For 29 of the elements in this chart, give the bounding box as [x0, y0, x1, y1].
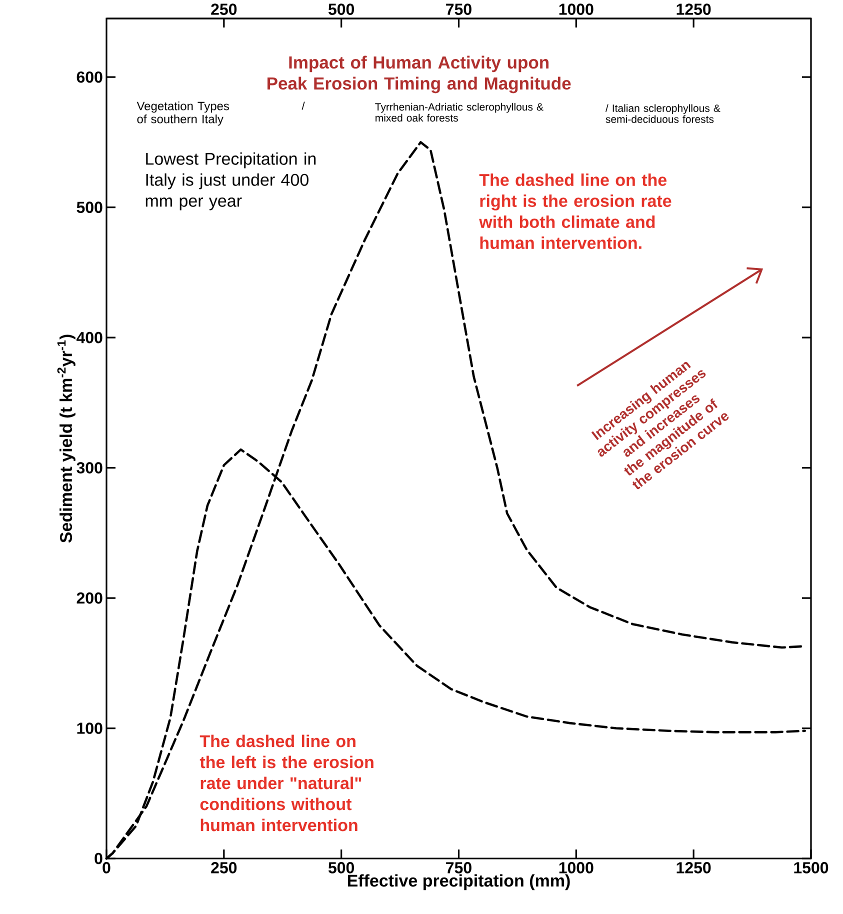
y-tick-label: 200 [76, 592, 102, 604]
annotation: / [302, 102, 305, 110]
y-tick-label: 500 [76, 202, 102, 213]
x-axis-title: Effective precipitation (mm) [348, 874, 570, 890]
x-tick-label: 1250 [676, 862, 711, 874]
x2-tick-label: 500 [328, 4, 354, 15]
y-tick-label: 100 [77, 722, 102, 734]
x2-tick-label: 250 [211, 4, 237, 15]
text: Impact of Human Activity upon Peak Erosion Timing and Magnitude [268, 56, 571, 94]
annotation: The dashed line on the right is the erosion rate with both climate and human intervention. [479, 174, 672, 249]
x2-tick-label: 1250 [676, 4, 711, 15]
x2-tick-label: 750 [446, 4, 472, 15]
x2-tick-label: 1000 [559, 4, 594, 15]
annotation: Tyrrhenian-Adriatic sclerophyllous & mixed oak forests [375, 102, 544, 122]
y-tick-label: 600 [76, 71, 102, 83]
x-tick-label: 1000 [559, 862, 594, 874]
annotation: Vegetation Types of southern Italy [136, 101, 230, 126]
y-tick-label: 300 [76, 462, 102, 474]
x-tick-label: 500 [328, 862, 354, 874]
annotation: The dashed line on the left is the erosion rate under "natural" conditions without human intervention [200, 734, 374, 832]
y-axis-title: Sediment yield (t km$^{-2}$yr$^{-1}$) [57, 334, 76, 543]
y-tick-label: 400 [76, 332, 102, 344]
annotation: Lowest Precipitation in Italy is just under 400 mm per year [146, 152, 316, 210]
x-tick-label: 250 [211, 862, 237, 874]
annotation: / Italian sclerophyllous & semi-deciduous forests [605, 104, 720, 123]
x-tick-label: 0 [102, 862, 110, 874]
x-tick-label: 750 [446, 862, 472, 874]
x-tick-label: 1500 [794, 862, 828, 874]
y-tick-label: 0 [94, 852, 102, 864]
